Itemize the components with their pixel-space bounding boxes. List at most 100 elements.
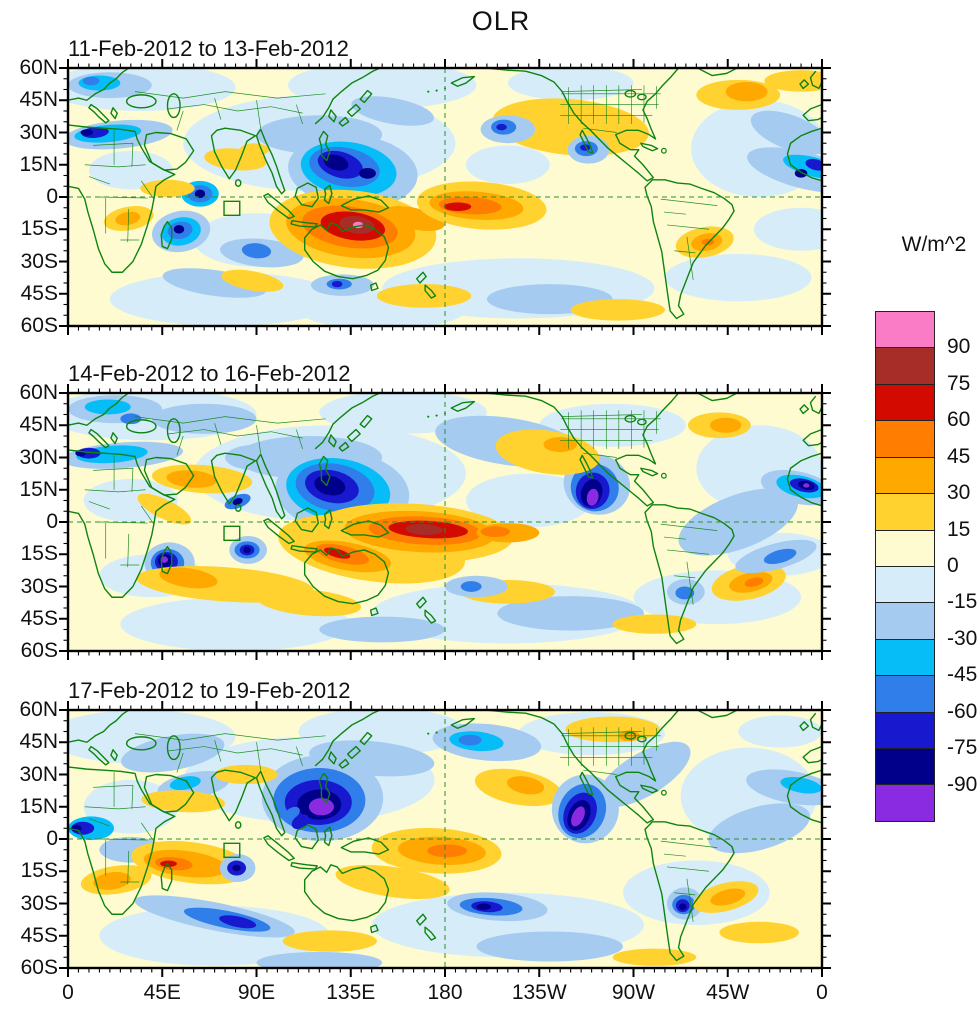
anomaly-blob (496, 123, 507, 131)
colorbar-tick-label: 75 (947, 371, 971, 395)
x-axis-label: 180 (427, 981, 463, 1004)
colorbar-tick-label: 0 (947, 554, 959, 577)
anomaly-blob (612, 614, 697, 634)
anomaly-blob (570, 299, 665, 321)
y-axis-label: 30N (19, 445, 58, 469)
y-axis-label: 15S (20, 859, 58, 883)
anomaly-blob (173, 224, 185, 234)
colorbar-tick-label: 15 (947, 517, 971, 541)
anomaly-blob (719, 921, 799, 944)
y-axis-label: 45S (20, 281, 58, 305)
anomaly-blob (458, 734, 482, 746)
y-axis-label: 60N (19, 698, 58, 721)
colorbar-tick-label: -90 (947, 772, 978, 796)
y-axis-label: 60S (20, 639, 58, 662)
colorbar-swatch (875, 711, 935, 750)
colorbar-swatch (875, 675, 935, 713)
y-axis-label: 15N (19, 477, 58, 501)
anomaly-blob (709, 417, 742, 433)
colorbar-swatch (875, 311, 935, 349)
map-canvas (68, 393, 822, 651)
colorbar-swatch (875, 602, 935, 640)
anomaly-blob (427, 844, 467, 858)
colorbar-tick-label: -30 (947, 626, 978, 650)
y-axis-label: 0 (46, 510, 58, 533)
x-axis-label: 0 (816, 981, 828, 1004)
anomaly-blob (476, 903, 492, 910)
colorbar-tick-label: 45 (947, 444, 971, 468)
colorbar-swatch (875, 638, 935, 677)
panel-2-title: 14-Feb-2012 to 16-Feb-2012 (68, 361, 351, 386)
map-panel-2: 14-Feb-2012 to 16-Feb-2012 60N 45N 30N 15N 0… (19, 361, 831, 662)
colorbar (875, 311, 935, 822)
anomaly-blob (376, 284, 472, 308)
y-axis-label: 45S (20, 606, 58, 630)
map-canvas (68, 710, 822, 968)
colorbar-tick-label: -15 (947, 590, 978, 614)
anomaly-blob (701, 238, 715, 246)
x-axis-label: 45E (143, 981, 181, 1004)
anomaly-blob (443, 202, 472, 211)
y-axis-label: 30S (20, 574, 58, 598)
anomaly-blob (725, 81, 768, 102)
anomaly-blob (308, 798, 334, 816)
map-panel-1: 11-Feb-2012 to 13-Feb-2012 60N 45N 30N 15N 0… (19, 36, 831, 337)
x-axis-label: 0 (62, 981, 74, 1004)
colorbar-tick-label: -45 (947, 663, 978, 687)
anomaly-blob (612, 948, 697, 966)
colorbar-swatch (875, 347, 935, 385)
colorbar-swatch (875, 748, 935, 786)
anomaly-blob (282, 930, 377, 952)
anomaly-blob (232, 864, 241, 872)
map-panel-3: 17-Feb-2012 to 19-Feb-2012 60N 45N 30N 15N 0… (19, 678, 831, 979)
y-axis-label: 45N (19, 88, 58, 112)
y-axis-label: 30S (20, 249, 58, 273)
y-axis-label: 30N (19, 762, 58, 786)
x-axis-label: 45W (706, 981, 750, 1004)
anomaly-blob (480, 526, 510, 538)
colorbar-tick-label: 30 (947, 481, 971, 505)
y-axis-label: 45N (19, 730, 58, 754)
colorbar-tick-label: 60 (947, 408, 971, 432)
y-axis-label: 45N (19, 413, 58, 437)
anomaly-blob (319, 616, 445, 643)
panel-3-title: 17-Feb-2012 to 19-Feb-2012 (68, 678, 351, 703)
y-axis-label: 0 (46, 185, 58, 208)
anomaly-blob (543, 437, 577, 453)
colorbar-swatch (875, 493, 935, 531)
colorbar-tick-label: -75 (947, 736, 978, 760)
anomaly-blob (225, 444, 288, 471)
anomaly-blob (460, 581, 482, 592)
anomaly-blob (331, 280, 343, 288)
x-axis-label: 135W (511, 981, 567, 1004)
anomaly-blob (359, 167, 376, 179)
map-canvas (68, 68, 822, 326)
anomaly-blob (140, 179, 195, 197)
y-axis-label: 15N (19, 794, 58, 818)
anomaly-blob (794, 169, 808, 178)
anomaly-blob (476, 931, 624, 962)
anomaly-blob (82, 76, 100, 86)
colorbar-swatch (875, 456, 935, 495)
colorbar-tick-label: 90 (947, 335, 971, 359)
colorbar-swatch (875, 784, 935, 822)
y-axis-label: 30S (20, 891, 58, 915)
anomaly-blob (803, 483, 810, 488)
colorbar-tick-label: -60 (947, 699, 978, 723)
colorbar-swatch (875, 420, 935, 458)
anomaly-blob (80, 129, 94, 136)
y-axis-label: 30N (19, 120, 58, 144)
y-axis-label: 15N (19, 152, 58, 176)
colorbar-units-label: W/m^2 (901, 233, 967, 256)
x-axis-label: 90E (237, 981, 276, 1004)
colorbar-swatch (875, 565, 935, 604)
x-axis-label: 135E (326, 981, 376, 1004)
anomaly-blob (738, 715, 822, 748)
y-axis-label: 60N (19, 56, 58, 79)
y-axis-label: 60S (20, 956, 58, 979)
y-axis-label: 15S (20, 542, 58, 566)
panel-1-title: 11-Feb-2012 to 13-Feb-2012 (68, 36, 349, 61)
anomaly-blob (465, 145, 550, 185)
y-axis-label: 45S (20, 923, 58, 947)
anomaly-blob (679, 903, 687, 910)
